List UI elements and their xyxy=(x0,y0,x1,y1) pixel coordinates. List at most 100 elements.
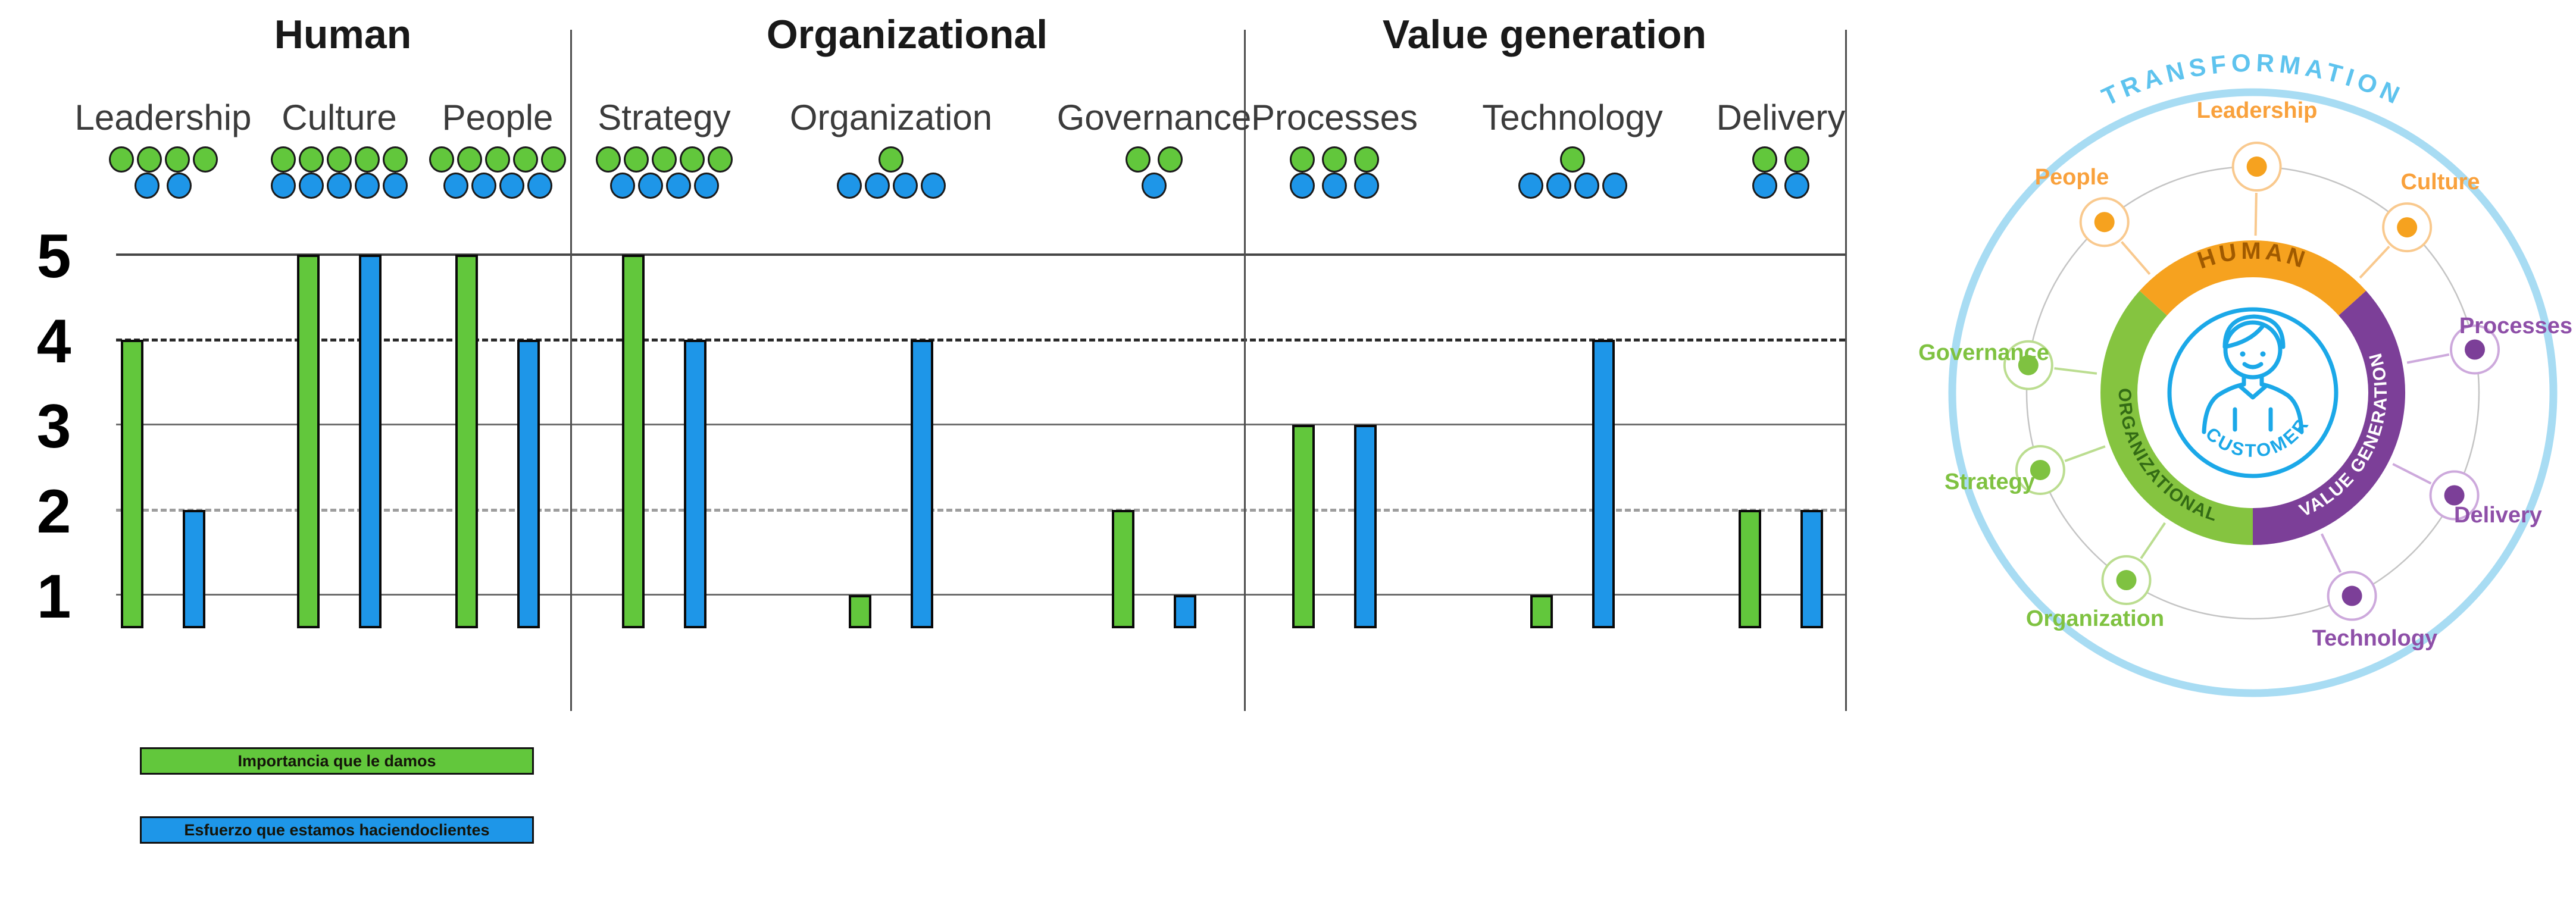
bar-importance-leadership xyxy=(121,340,143,628)
dot-row-importance-organization xyxy=(879,146,904,173)
bar-importance-delivery xyxy=(1739,510,1761,628)
effort-dot-icon xyxy=(271,173,296,199)
node-label-processes: Processes xyxy=(2459,314,2572,339)
legend-effort-label: Esfuerzo que estamos haciendoclientes xyxy=(184,820,490,839)
y-axis-tick-4: 4 xyxy=(36,307,71,376)
category-label-culture: Culture xyxy=(282,98,397,137)
customer-circle xyxy=(2167,307,2339,478)
category-label-governance: Governance xyxy=(1056,98,1252,137)
dot-row-effort-delivery xyxy=(1752,173,1809,199)
effort-dot-icon xyxy=(443,173,468,199)
dot-row-importance-technology xyxy=(1560,146,1585,173)
node-tail-organization xyxy=(2140,522,2167,559)
bar-effort-governance xyxy=(1174,595,1196,628)
bar-effort-strategy xyxy=(684,340,706,628)
importance-dot-icon xyxy=(624,146,649,173)
importance-dot-icon xyxy=(327,146,352,173)
effort-dot-icon xyxy=(1574,173,1599,199)
effort-dot-icon xyxy=(1322,173,1347,199)
legend-effort: Esfuerzo que estamos haciendoclientes xyxy=(140,816,534,844)
effort-dot-icon xyxy=(665,173,691,199)
importance-dot-icon xyxy=(192,146,218,173)
bar-effort-delivery xyxy=(1800,510,1823,628)
node-dot-culture xyxy=(2397,217,2418,238)
node-label-leadership: Leadership xyxy=(2197,98,2318,123)
importance-dot-icon xyxy=(136,146,162,173)
category-label-organization: Organization xyxy=(789,98,993,137)
importance-dot-icon xyxy=(1784,146,1809,173)
segment-organizational xyxy=(2100,290,2253,545)
importance-dot-icon xyxy=(708,146,733,173)
effort-dot-icon xyxy=(299,173,324,199)
effort-dot-icon xyxy=(1518,173,1543,199)
node-dot-technology xyxy=(2341,585,2362,606)
importance-dot-icon xyxy=(652,146,677,173)
gridline-2 xyxy=(116,509,1845,512)
importance-dot-icon xyxy=(299,146,324,173)
node-tail-delivery xyxy=(2392,463,2432,485)
dot-row-effort-leadership xyxy=(135,173,192,199)
dot-row-importance-people xyxy=(429,146,566,173)
node-tail-culture xyxy=(2359,245,2390,279)
node-dot-people xyxy=(2094,212,2115,233)
effort-dot-icon xyxy=(327,173,352,199)
gridline-5 xyxy=(116,253,1845,256)
importance-dot-icon xyxy=(541,146,566,173)
dot-row-importance-strategy xyxy=(596,146,733,173)
gridline-3 xyxy=(116,424,1845,425)
y-axis-tick-2: 2 xyxy=(36,477,71,546)
importance-dot-icon xyxy=(1158,146,1183,173)
node-dot-processes xyxy=(2465,339,2486,360)
effort-dot-icon xyxy=(693,173,719,199)
node-label-technology: Technology xyxy=(2312,626,2437,651)
dot-row-effort-culture xyxy=(271,173,408,199)
effort-dot-icon xyxy=(499,173,524,199)
dot-row-effort-people xyxy=(443,173,552,199)
importance-dot-icon xyxy=(485,146,510,173)
y-axis-tick-1: 1 xyxy=(36,562,71,631)
category-label-delivery: Delivery xyxy=(1716,98,1846,137)
effort-dot-icon xyxy=(1142,173,1167,199)
effort-dot-icon xyxy=(1290,173,1315,199)
group-title-organizational: Organizational xyxy=(766,12,1048,57)
node-dot-leadership xyxy=(2246,156,2267,177)
dot-row-importance-governance xyxy=(1126,146,1183,173)
importance-dot-icon xyxy=(271,146,296,173)
effort-dot-icon xyxy=(471,173,496,199)
bar-effort-organization xyxy=(911,340,933,628)
group-title-human: Human xyxy=(274,12,412,57)
group-separator-2 xyxy=(1244,30,1246,711)
effort-dot-icon xyxy=(527,173,552,199)
effort-dot-icon xyxy=(1752,173,1777,199)
node-tail-processes xyxy=(2406,353,2450,364)
effort-dot-icon xyxy=(167,173,192,199)
importance-dot-icon xyxy=(108,146,134,173)
importance-dot-icon xyxy=(1752,146,1777,173)
dot-row-importance-processes xyxy=(1290,146,1379,173)
bar-effort-leadership xyxy=(183,510,205,628)
node-label-strategy: Strategy xyxy=(1944,469,2035,494)
node-tail-strategy xyxy=(2064,445,2106,462)
dot-row-effort-technology xyxy=(1518,173,1627,199)
category-label-people: People xyxy=(442,98,554,137)
effort-dot-icon xyxy=(1354,173,1379,199)
effort-dot-icon xyxy=(383,173,408,199)
importance-dot-icon xyxy=(680,146,705,173)
dot-row-importance-delivery xyxy=(1752,146,1809,173)
effort-dot-icon xyxy=(920,173,946,199)
bar-effort-people xyxy=(517,340,540,628)
effort-dot-icon xyxy=(1546,173,1571,199)
effort-dot-icon xyxy=(135,173,160,199)
y-axis-tick-5: 5 xyxy=(36,222,71,291)
category-label-strategy: Strategy xyxy=(598,98,731,137)
node-tail-governance xyxy=(2054,367,2097,375)
bar-importance-people xyxy=(455,255,478,628)
node-dot-delivery xyxy=(2444,485,2465,506)
importance-dot-icon xyxy=(596,146,621,173)
group-separator-1 xyxy=(570,30,572,711)
effort-dot-icon xyxy=(355,173,380,199)
legend-importance: Importancia que le damos xyxy=(140,747,534,775)
bar-importance-technology xyxy=(1530,595,1553,628)
effort-dot-icon xyxy=(1602,173,1627,199)
